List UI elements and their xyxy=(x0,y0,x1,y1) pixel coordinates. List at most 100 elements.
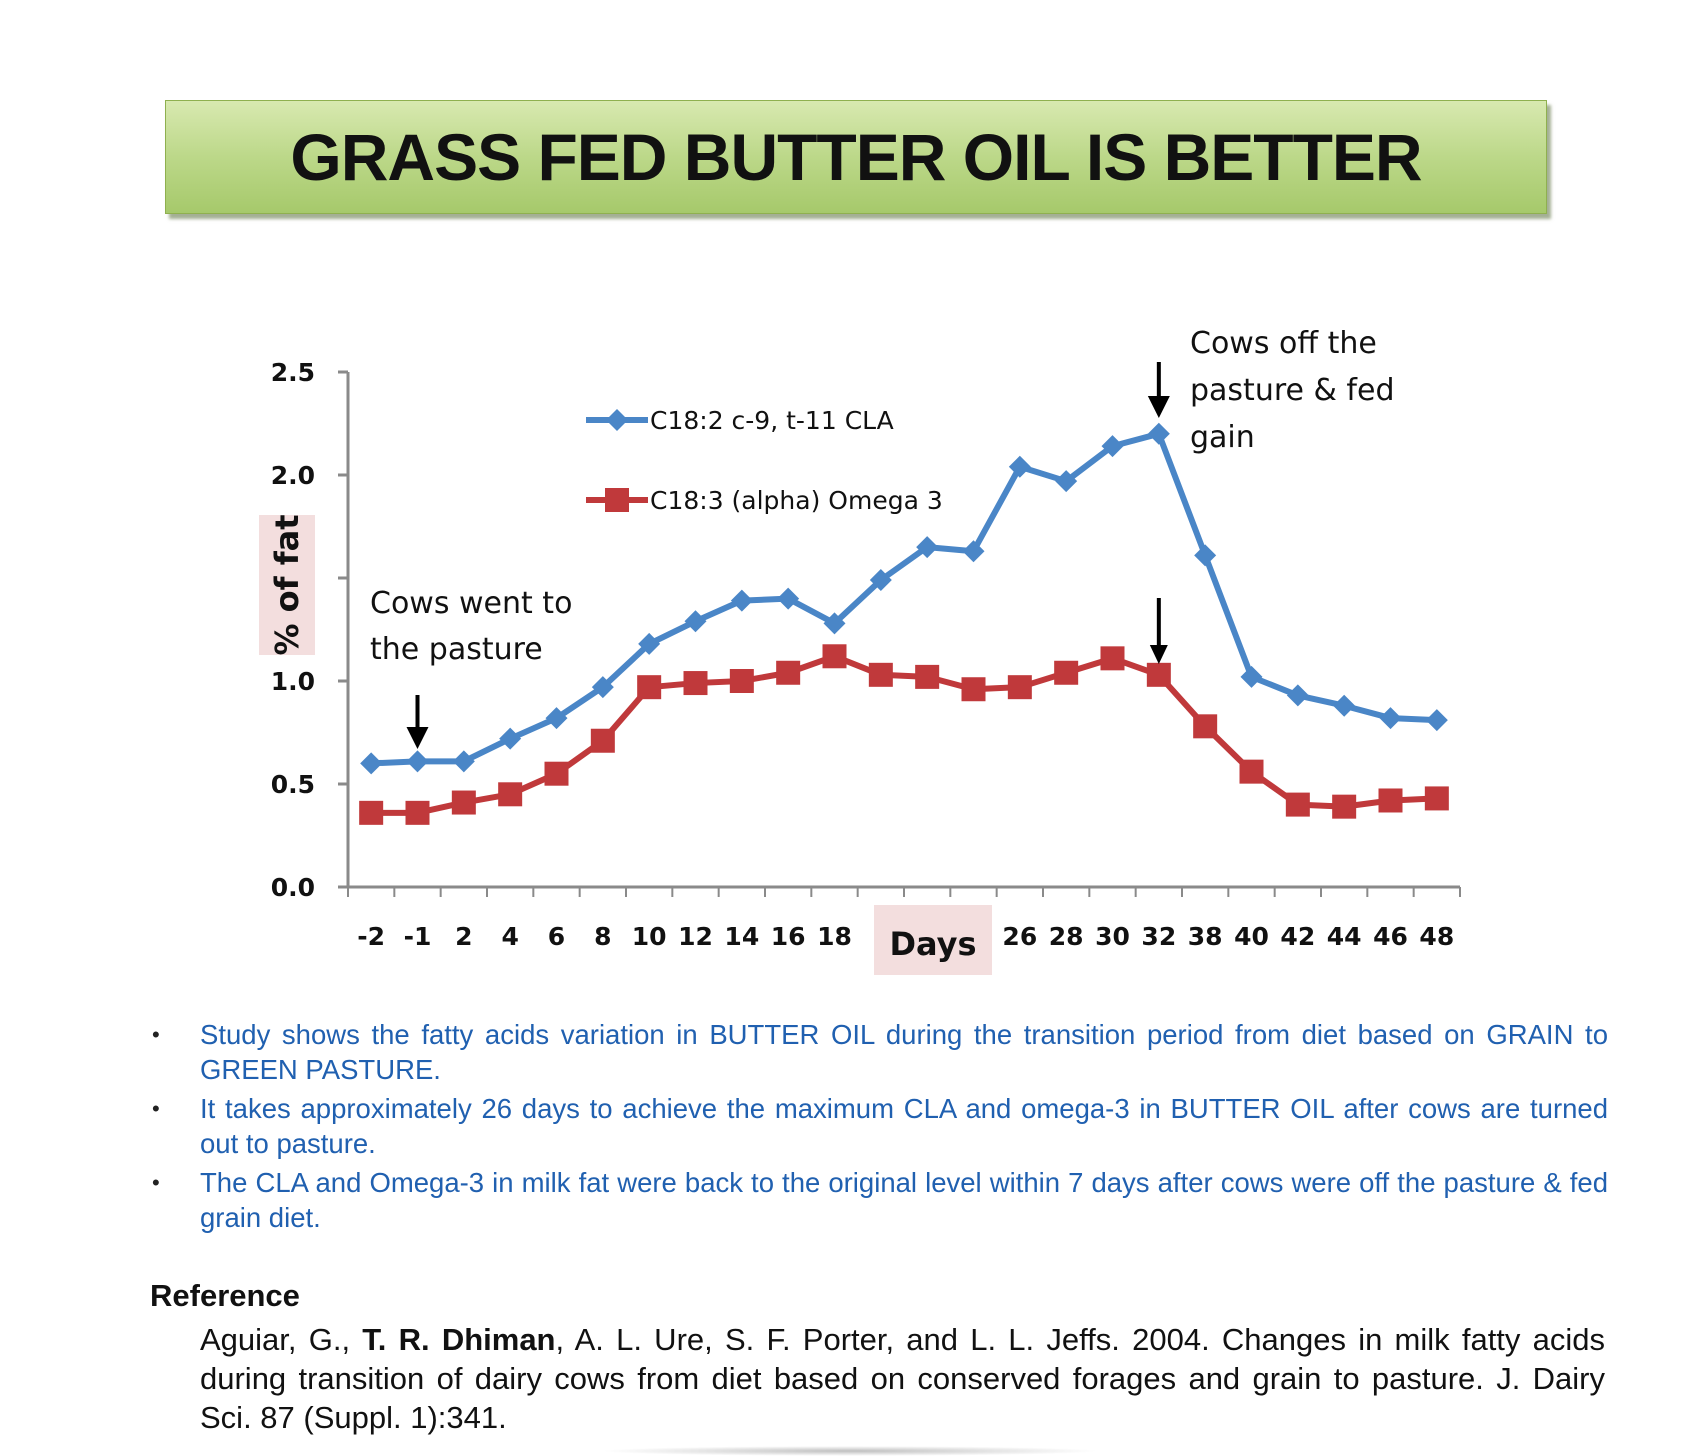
legend-marker xyxy=(605,488,629,512)
bullet-dot-icon: • xyxy=(152,1022,160,1047)
annotation-pasture-on: the pasture xyxy=(370,632,543,667)
data-point-cla xyxy=(545,707,568,730)
data-point-omega3 xyxy=(590,728,615,753)
data-point-cla xyxy=(1055,470,1078,493)
x-axis-title: Days xyxy=(889,925,976,963)
bullet-item: • Study shows the fatty acids variation i… xyxy=(152,1019,1608,1085)
annotation-pasture-on: Cows went to xyxy=(370,586,572,621)
data-point-omega3 xyxy=(1146,662,1171,687)
series-line-1 xyxy=(371,653,1437,816)
x-tick-label: 26 xyxy=(1002,922,1037,951)
data-point-omega3 xyxy=(961,677,986,702)
data-point-cla xyxy=(360,752,383,775)
data-point-cla xyxy=(1008,455,1031,478)
x-tick-label: 42 xyxy=(1280,922,1315,951)
title-banner: GRASS FED BUTTER OIL IS BETTER xyxy=(165,100,1547,214)
reference-author-bold: T. R. Dhiman xyxy=(362,1322,556,1357)
annotation-pasture-off: Cows off the xyxy=(1190,326,1377,361)
x-tick-label: 8 xyxy=(594,922,611,951)
data-point-omega3 xyxy=(405,800,430,825)
x-tick-label: 46 xyxy=(1373,922,1408,951)
annotation-pasture-off: gain xyxy=(1190,420,1255,455)
x-tick-label: 14 xyxy=(724,922,759,951)
data-point-omega3 xyxy=(915,664,940,689)
y-axis-title: % of fat xyxy=(268,514,306,655)
bullet-item: • The CLA and Omega-3 in milk fat were ba… xyxy=(152,1167,1608,1233)
down-arrow-icon xyxy=(1149,645,1168,664)
data-point-omega3 xyxy=(1378,788,1403,813)
data-point-omega3 xyxy=(1100,646,1125,671)
annotation-pasture-off: pasture & fed xyxy=(1190,373,1395,408)
data-point-cla xyxy=(452,750,475,773)
x-tick-label: 38 xyxy=(1188,922,1223,951)
data-point-cla xyxy=(1379,707,1402,730)
data-point-cla xyxy=(638,632,661,655)
data-point-cla xyxy=(869,569,892,592)
data-point-omega3 xyxy=(1332,794,1357,819)
x-tick-label: 40 xyxy=(1234,922,1269,951)
data-point-omega3 xyxy=(1285,792,1310,817)
data-point-omega3 xyxy=(1424,786,1449,811)
down-arrow-icon xyxy=(1147,396,1170,418)
data-point-omega3 xyxy=(637,675,662,700)
x-tick-label: 32 xyxy=(1141,922,1176,951)
data-point-cla xyxy=(1147,422,1170,445)
data-point-omega3 xyxy=(1239,759,1264,784)
data-point-omega3 xyxy=(729,669,754,693)
x-tick-label: -1 xyxy=(404,922,432,951)
x-tick-label: 12 xyxy=(678,922,713,951)
x-tick-label: 16 xyxy=(771,922,806,951)
data-point-cla xyxy=(499,727,522,750)
data-point-cla xyxy=(1425,709,1448,732)
x-tick-label: 44 xyxy=(1327,922,1362,951)
data-point-omega3 xyxy=(1193,714,1218,739)
legend-marker xyxy=(606,409,628,431)
data-point-omega3 xyxy=(359,800,384,825)
bullet-dot-icon: • xyxy=(152,1096,160,1121)
y-tick-label: 0.5 xyxy=(271,770,315,799)
data-point-omega3 xyxy=(498,782,523,807)
fatty-acid-chart: 0.00.51.02.02.5-2-1246810121416182262830… xyxy=(259,326,1461,975)
x-tick-label: 10 xyxy=(632,922,667,951)
data-point-omega3 xyxy=(822,644,847,669)
x-tick-label: 6 xyxy=(548,922,565,951)
data-point-omega3 xyxy=(683,671,708,696)
legend-label: C18:3 (alpha) Omega 3 xyxy=(650,486,943,515)
xlabel-bg xyxy=(874,905,992,975)
x-tick-label: 30 xyxy=(1095,922,1130,951)
data-point-cla xyxy=(1194,544,1217,567)
y-tick-label: 0.0 xyxy=(271,873,315,902)
data-point-omega3 xyxy=(451,790,476,815)
down-arrow-icon xyxy=(406,727,429,749)
reference-citation: Aguiar, G., T. R. Dhiman, A. L. Ure, S. … xyxy=(200,1322,1605,1435)
data-point-omega3 xyxy=(776,660,801,685)
data-point-omega3 xyxy=(1007,675,1032,700)
legend-label: C18:2 c-9, t-11 CLA xyxy=(650,406,894,435)
y-tick-label: 1.0 xyxy=(271,667,315,696)
data-point-cla xyxy=(916,536,939,559)
data-point-cla xyxy=(1101,435,1124,458)
ylabel-bg xyxy=(259,515,315,655)
data-point-cla xyxy=(1286,684,1309,707)
x-tick-label: 18 xyxy=(817,922,852,951)
x-tick-label: 2 xyxy=(455,922,472,951)
y-tick-label: 2.5 xyxy=(271,358,315,387)
reference-heading: Reference xyxy=(150,1278,300,1313)
data-point-cla xyxy=(1240,665,1263,688)
x-tick-label: 48 xyxy=(1419,922,1454,951)
data-point-omega3 xyxy=(1054,660,1079,685)
data-point-omega3 xyxy=(868,662,893,687)
y-tick-label: 2.0 xyxy=(271,461,315,490)
data-point-cla xyxy=(1333,694,1356,717)
data-point-cla xyxy=(684,610,707,633)
data-point-cla xyxy=(591,676,614,699)
data-point-omega3 xyxy=(544,761,569,786)
data-point-cla xyxy=(962,540,985,563)
x-tick-label: 28 xyxy=(1049,922,1084,951)
data-point-cla xyxy=(823,612,846,635)
x-tick-label: -2 xyxy=(357,922,385,951)
data-point-cla xyxy=(777,587,800,610)
page-title: GRASS FED BUTTER OIL IS BETTER xyxy=(290,120,1422,194)
data-point-cla xyxy=(730,589,753,612)
data-point-cla xyxy=(406,750,429,773)
